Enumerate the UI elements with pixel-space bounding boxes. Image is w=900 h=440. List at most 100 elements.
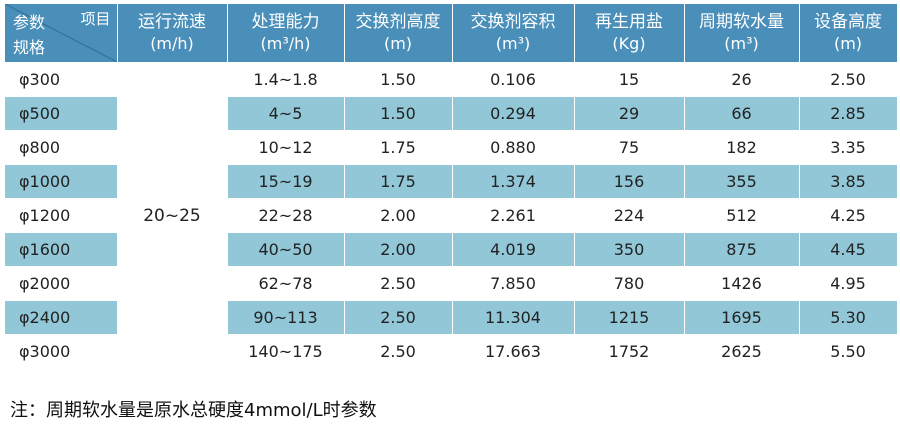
table-row: φ2400 90~113 2.50 11.304 1215 1695 5.30 — [5, 300, 898, 335]
capacity-cell: 22~28 — [227, 198, 345, 233]
header-unit: (Kg) — [612, 34, 646, 53]
spec-cell: φ1000 — [5, 164, 118, 199]
volume-cell: 17.663 — [452, 334, 575, 369]
spec-cell: φ1600 — [5, 232, 118, 267]
equip-cell: 4.95 — [799, 266, 898, 301]
spec-table: 项目 参数 规格 运行流速 (m/h) 处理能力 (m³/h) 交换剂高度 (m) 交… — [5, 4, 898, 369]
header-label: 运行流速 — [138, 12, 206, 32]
height-cell: 1.50 — [344, 62, 453, 97]
table-row: φ1600 40~50 2.00 4.019 350 875 4.45 — [5, 232, 898, 267]
corner-label-param: 参数 — [13, 13, 46, 32]
volume-cell: 2.261 — [452, 198, 575, 233]
header-label: 周期软水量 — [699, 12, 784, 32]
spec-cell: φ300 — [5, 62, 118, 97]
equip-cell: 4.45 — [799, 232, 898, 267]
volume-cell: 0.294 — [452, 96, 575, 131]
header-speed: 运行流速 (m/h) — [117, 4, 228, 63]
spec-cell: φ800 — [5, 130, 118, 165]
capacity-cell: 90~113 — [227, 300, 345, 335]
water-cell: 2625 — [684, 334, 800, 369]
capacity-cell: 10~12 — [227, 130, 345, 165]
speed-cell: 20~25 — [117, 62, 228, 369]
capacity-cell: 4~5 — [227, 96, 345, 131]
header-label: 交换剂高度 — [355, 12, 441, 32]
equip-cell: 2.85 — [799, 96, 898, 131]
equip-cell: 5.30 — [799, 300, 898, 335]
spec-cell: φ1200 — [5, 198, 118, 233]
capacity-cell: 15~19 — [227, 164, 345, 199]
height-cell: 2.50 — [344, 300, 453, 335]
water-cell: 1695 — [684, 300, 800, 335]
volume-cell: 4.019 — [452, 232, 575, 267]
spec-cell: φ2400 — [5, 300, 118, 335]
water-cell: 1426 — [684, 266, 800, 301]
header-label: 处理能力 — [251, 12, 320, 32]
header-label: 再生用盐 — [595, 12, 663, 32]
header-row: 项目 参数 规格 运行流速 (m/h) 处理能力 (m³/h) 交换剂高度 (m) 交… — [5, 4, 898, 63]
height-cell: 1.75 — [344, 130, 453, 165]
salt-cell: 1215 — [574, 300, 685, 335]
table-row: φ1200 22~28 2.00 2.261 224 512 4.25 — [5, 198, 898, 233]
salt-cell: 350 — [574, 232, 685, 267]
equip-cell: 3.35 — [799, 130, 898, 165]
table-row: φ2000 62~78 2.50 7.850 780 1426 4.95 — [5, 266, 898, 301]
water-cell: 26 — [684, 62, 800, 97]
volume-cell: 7.850 — [452, 266, 575, 301]
header-unit: (m³) — [724, 34, 759, 53]
header-label: 设备高度 — [814, 12, 882, 32]
capacity-cell: 1.4~1.8 — [227, 62, 345, 97]
spec-cell: φ3000 — [5, 334, 118, 369]
salt-cell: 1752 — [574, 334, 685, 369]
header-unit: (m) — [833, 34, 863, 53]
height-cell: 2.50 — [344, 334, 453, 369]
corner-label-spec: 规格 — [13, 38, 46, 57]
height-cell: 1.50 — [344, 96, 453, 131]
header-unit: (m³/h) — [260, 34, 311, 53]
capacity-cell: 62~78 — [227, 266, 345, 301]
table-row: φ500 4~5 1.50 0.294 29 66 2.85 — [5, 96, 898, 131]
volume-cell: 11.304 — [452, 300, 575, 335]
header-exchanger-height: 交换剂高度 (m) — [344, 4, 453, 63]
corner-label-item: 项目 — [80, 10, 111, 28]
header-unit: (m/h) — [150, 34, 194, 53]
water-cell: 512 — [684, 198, 800, 233]
table-row: φ1000 15~19 1.75 1.374 156 355 3.85 — [5, 164, 898, 199]
salt-cell: 224 — [574, 198, 685, 233]
diagonal-line-icon — [5, 4, 117, 62]
header-soft-water: 周期软水量 (m³) — [684, 4, 800, 63]
salt-cell: 780 — [574, 266, 685, 301]
spec-cell: φ500 — [5, 96, 118, 131]
volume-cell: 0.106 — [452, 62, 575, 97]
capacity-cell: 140~175 — [227, 334, 345, 369]
height-cell: 1.75 — [344, 164, 453, 199]
water-cell: 182 — [684, 130, 800, 165]
capacity-cell: 40~50 — [227, 232, 345, 267]
header-label: 交换剂容积 — [470, 12, 556, 32]
salt-cell: 15 — [574, 62, 685, 97]
water-cell: 355 — [684, 164, 800, 199]
header-unit: (m) — [383, 34, 413, 53]
equip-cell: 2.50 — [799, 62, 898, 97]
header-equipment-height: 设备高度 (m) — [799, 4, 898, 63]
header-salt: 再生用盐 (Kg) — [574, 4, 685, 63]
footnote: 注：周期软水量是原水总硬度4mmol/L时参数 — [10, 400, 377, 421]
equip-cell: 5.50 — [799, 334, 898, 369]
salt-cell: 156 — [574, 164, 685, 199]
spec-cell: φ2000 — [5, 266, 118, 301]
equip-cell: 4.25 — [799, 198, 898, 233]
water-cell: 875 — [684, 232, 800, 267]
table-row: φ300 20~25 1.4~1.8 1.50 0.106 15 26 2.50 — [5, 62, 898, 369]
volume-cell: 1.374 — [452, 164, 575, 199]
table-row: φ800 10~12 1.75 0.880 75 182 3.35 — [5, 130, 898, 165]
height-cell: 2.00 — [344, 232, 453, 267]
volume-cell: 0.880 — [452, 130, 575, 165]
header-unit: (m³) — [495, 34, 531, 53]
salt-cell: 75 — [574, 130, 685, 165]
equip-cell: 3.85 — [799, 164, 898, 199]
table-row: φ3000 140~175 2.50 17.663 1752 2625 5.50 — [5, 334, 898, 369]
height-cell: 2.00 — [344, 198, 453, 233]
corner-header-cell: 项目 参数 规格 — [5, 4, 118, 63]
water-cell: 66 — [684, 96, 800, 131]
header-exchanger-volume: 交换剂容积 (m³) — [452, 4, 575, 63]
header-capacity: 处理能力 (m³/h) — [227, 4, 345, 63]
